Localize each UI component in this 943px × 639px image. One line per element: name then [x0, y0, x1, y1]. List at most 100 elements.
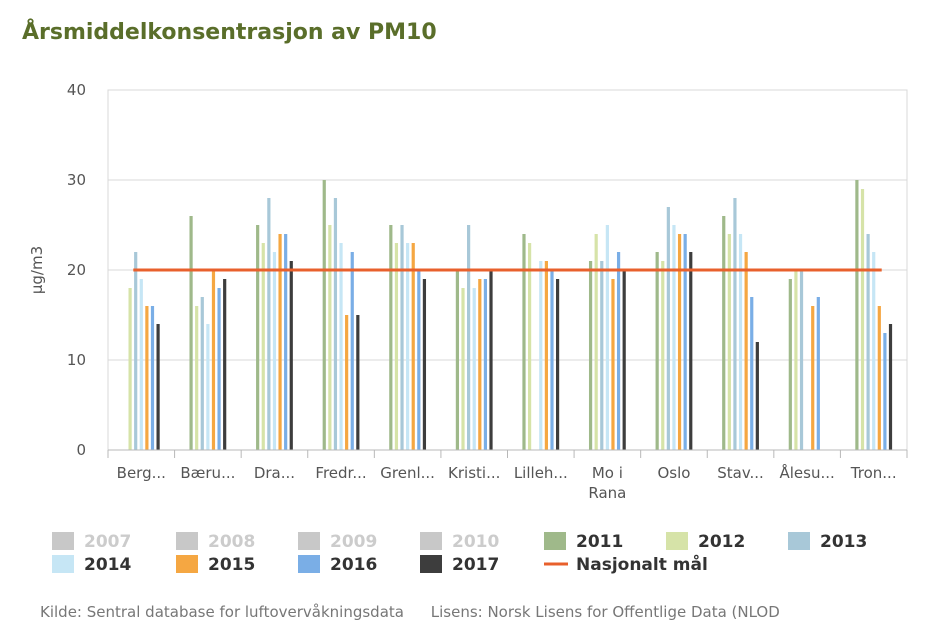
bar-2015[interactable] — [211, 270, 216, 450]
bar-2016[interactable] — [483, 279, 488, 450]
bar-2011[interactable] — [655, 252, 659, 450]
x-tick-label: Ålesu... — [779, 463, 834, 482]
bar-2017[interactable] — [888, 324, 893, 450]
bar-2015[interactable] — [611, 279, 615, 450]
bar-2013[interactable] — [333, 198, 338, 450]
bar-2017[interactable] — [555, 279, 560, 450]
bar-2017[interactable] — [622, 270, 626, 450]
bar-2017[interactable] — [489, 270, 493, 450]
bar-2013[interactable] — [666, 207, 670, 450]
bar-2012[interactable] — [661, 261, 665, 450]
bar-2017[interactable] — [689, 252, 693, 450]
bar-2017[interactable] — [356, 315, 360, 450]
bar-2014[interactable] — [605, 225, 609, 450]
legend-item[interactable]: 2014 — [52, 555, 131, 575]
bar-2017[interactable] — [223, 279, 227, 450]
bar-2015[interactable] — [877, 306, 881, 450]
bar-2011[interactable] — [855, 180, 859, 450]
bar-2014[interactable] — [206, 324, 210, 450]
legend-swatch — [52, 532, 74, 550]
bar-2016[interactable] — [417, 270, 421, 450]
bar-2012[interactable] — [261, 243, 265, 450]
bar-2015[interactable] — [411, 243, 415, 450]
bar-2015[interactable] — [278, 234, 282, 450]
bar-2011[interactable] — [588, 261, 593, 450]
bar-2016[interactable] — [750, 297, 754, 450]
bar-2016[interactable] — [150, 306, 155, 450]
bar-2014[interactable] — [406, 243, 410, 450]
bar-2013[interactable] — [267, 198, 271, 450]
legend-label: 2014 — [84, 555, 131, 575]
bar-2011[interactable] — [722, 216, 726, 450]
bar-2013[interactable] — [866, 234, 870, 450]
bar-2016[interactable] — [217, 288, 221, 450]
legend-swatch — [176, 555, 198, 573]
bar-2012[interactable] — [328, 225, 332, 450]
bar-2016[interactable] — [816, 297, 820, 450]
bar-2016[interactable] — [284, 234, 288, 450]
bar-2012[interactable] — [461, 288, 465, 450]
bar-2012[interactable] — [794, 270, 798, 450]
bar-2016[interactable] — [350, 252, 354, 450]
bar-2013[interactable] — [799, 270, 804, 450]
legend-item[interactable]: Nasjonalt mål — [544, 553, 708, 575]
legend-item[interactable]: 2016 — [298, 555, 377, 575]
bar-2016[interactable] — [616, 252, 621, 450]
bar-2013[interactable] — [400, 225, 404, 450]
bar-2014[interactable] — [738, 234, 743, 450]
legend-swatch — [788, 532, 810, 550]
bar-2011[interactable] — [389, 225, 393, 450]
legend-item[interactable]: 2012 — [666, 532, 745, 552]
bar-2012[interactable] — [727, 234, 731, 450]
bar-2014[interactable] — [139, 279, 143, 450]
bar-2014[interactable] — [272, 252, 277, 450]
bar-2017[interactable] — [156, 324, 160, 450]
bar-2013[interactable] — [733, 198, 737, 450]
legend-item[interactable]: 2007 — [52, 532, 131, 552]
bar-2011[interactable] — [788, 279, 792, 450]
bar-2016[interactable] — [883, 333, 887, 450]
bar-2013[interactable] — [200, 297, 204, 450]
legend-swatch — [420, 532, 442, 550]
bar-2014[interactable] — [539, 261, 543, 450]
bar-2013[interactable] — [600, 261, 604, 450]
bar-2012[interactable] — [195, 306, 199, 450]
legend-item[interactable]: 2015 — [176, 555, 255, 575]
bar-2011[interactable] — [189, 216, 193, 450]
legend-item[interactable]: 2013 — [788, 532, 867, 552]
bar-2017[interactable] — [755, 342, 759, 450]
bar-2012[interactable] — [527, 243, 532, 450]
bar-2011[interactable] — [522, 234, 526, 450]
bar-2016[interactable] — [550, 270, 554, 450]
legend-item[interactable]: 2010 — [420, 532, 499, 552]
bar-2014[interactable] — [339, 243, 343, 450]
bar-2017[interactable] — [289, 261, 293, 450]
bar-2015[interactable] — [145, 306, 149, 450]
license-credit[interactable]: Lisens: Norsk Lisens for Offentlige Data… — [430, 603, 780, 621]
bar-2014[interactable] — [472, 288, 476, 450]
legend-item[interactable]: 2009 — [298, 532, 377, 552]
bar-2011[interactable] — [322, 180, 326, 450]
bar-2014[interactable] — [672, 225, 676, 450]
bar-2013[interactable] — [467, 225, 471, 450]
bar-2016[interactable] — [683, 234, 687, 450]
bar-2015[interactable] — [744, 252, 748, 450]
bar-2011[interactable] — [455, 270, 460, 450]
legend-item[interactable]: 2008 — [176, 532, 255, 552]
legend-item[interactable]: 2011 — [544, 532, 623, 552]
legend-item[interactable]: 2017 — [420, 555, 499, 575]
source-credit[interactable]: Kilde: Sentral database for luftovervåkn… — [40, 603, 404, 621]
bar-2013[interactable] — [134, 252, 138, 450]
bar-2012[interactable] — [394, 243, 399, 450]
bar-2015[interactable] — [345, 315, 349, 450]
bar-2015[interactable] — [811, 306, 815, 450]
bar-2012[interactable] — [594, 234, 598, 450]
bar-2015[interactable] — [544, 261, 548, 450]
bar-2017[interactable] — [422, 279, 427, 450]
bar-2012[interactable] — [860, 189, 865, 450]
bar-2012[interactable] — [128, 288, 132, 450]
bar-2015[interactable] — [677, 234, 682, 450]
bar-2011[interactable] — [256, 225, 260, 450]
bar-2015[interactable] — [478, 279, 482, 450]
bar-2014[interactable] — [872, 252, 876, 450]
